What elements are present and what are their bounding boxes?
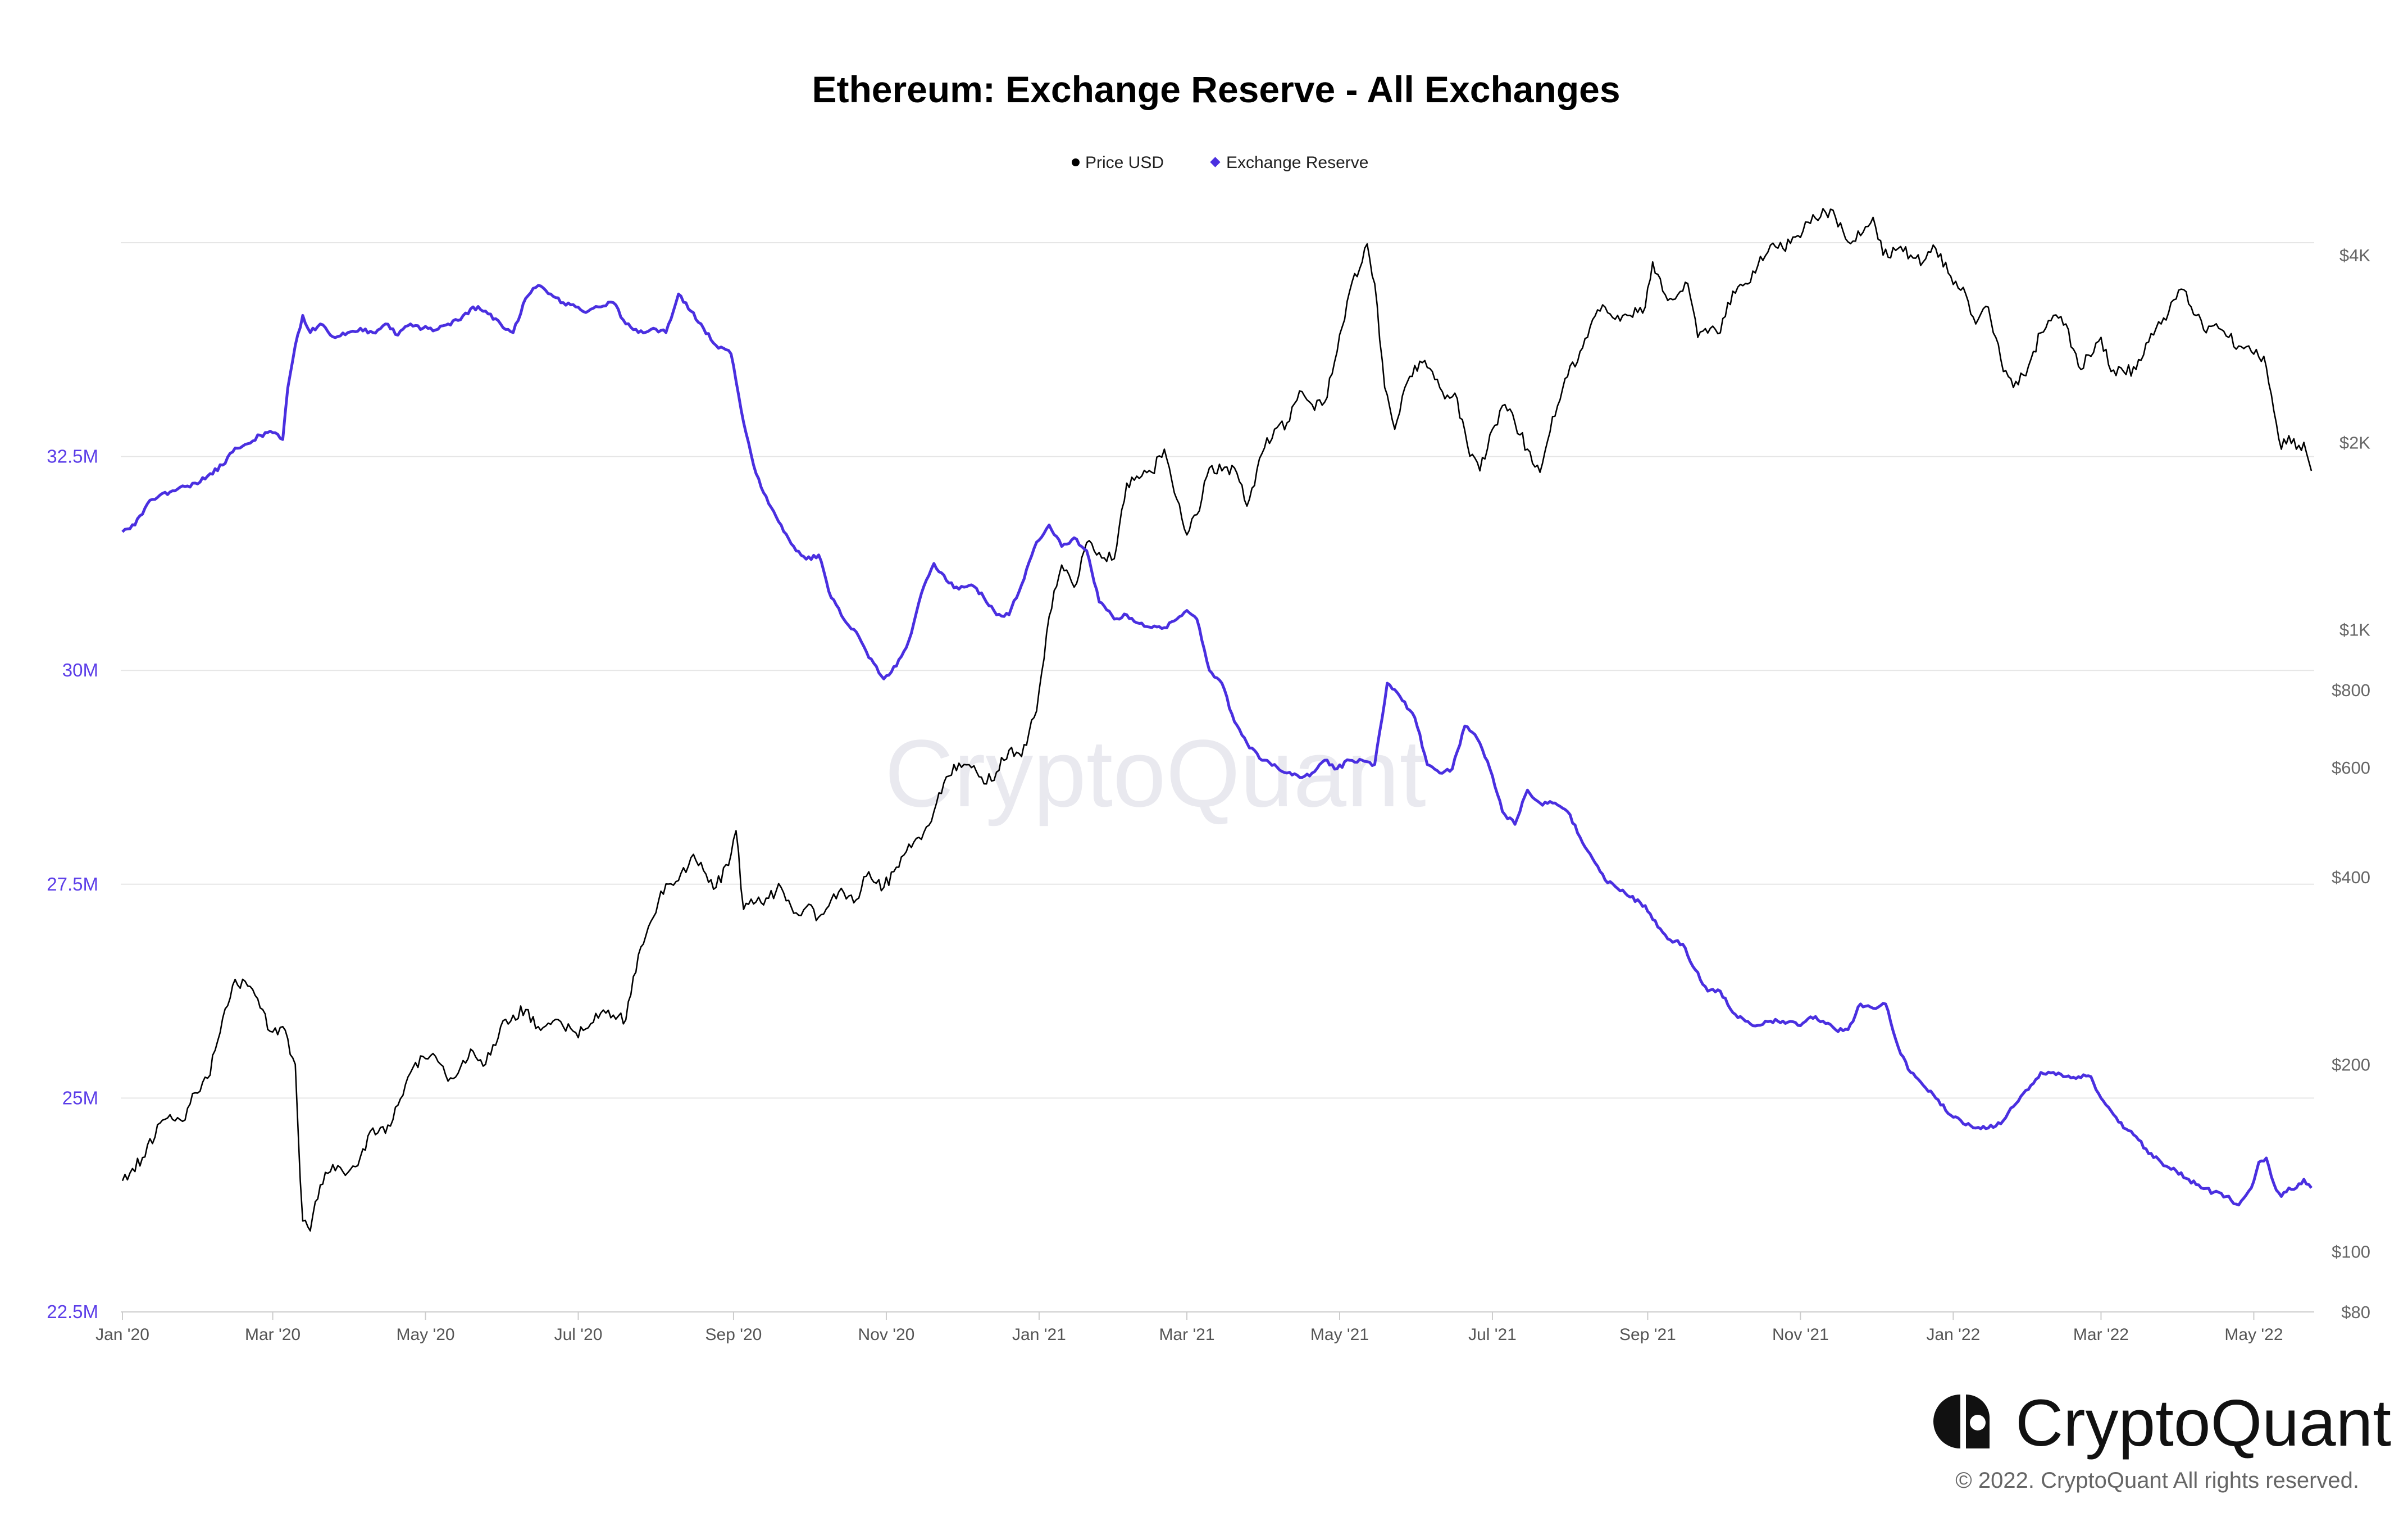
x-tick-label: Jan '20 xyxy=(95,1325,149,1344)
x-tick-label: Sep '21 xyxy=(1619,1325,1676,1344)
left-tick-label: 30M xyxy=(62,660,98,680)
x-tick-label: Nov '21 xyxy=(1772,1325,1829,1344)
copyright: © 2022. CryptoQuant All rights reserved. xyxy=(1955,1468,2359,1493)
legend-marker-price xyxy=(1072,158,1080,166)
brand-logo: CryptoQuant xyxy=(1933,1386,2391,1460)
right-tick-label: $80 xyxy=(2341,1302,2370,1322)
right-axis-ticks: $80 $100 $200 $400 $600 $800 $1K $2K $4K xyxy=(2332,246,2370,1322)
right-tick-label: $400 xyxy=(2332,867,2370,887)
grid-lines xyxy=(121,242,2314,1099)
x-tick-label: Jan '22 xyxy=(1926,1325,1980,1344)
left-tick-label: 27.5M xyxy=(47,874,98,894)
right-tick-label: $4K xyxy=(2339,246,2370,265)
legend-label-reserve: Exchange Reserve xyxy=(1226,153,1368,172)
right-tick-label: $100 xyxy=(2332,1242,2370,1262)
left-tick-label: 32.5M xyxy=(47,446,98,467)
chart-title: Ethereum: Exchange Reserve - All Exchang… xyxy=(812,69,1620,110)
x-tick-label: Mar '22 xyxy=(2073,1325,2129,1344)
legend-label-price: Price USD xyxy=(1085,153,1164,172)
cryptoquant-logo-icon xyxy=(1933,1395,1990,1448)
right-tick-label: $200 xyxy=(2332,1055,2370,1074)
right-tick-label: $1K xyxy=(2339,620,2370,640)
right-tick-label: $2K xyxy=(2339,433,2370,452)
legend-marker-reserve xyxy=(1210,157,1221,167)
x-tick-label: May '22 xyxy=(2224,1325,2283,1344)
left-axis-ticks: 22.5M 25M 27.5M 30M 32.5M xyxy=(47,446,98,1322)
x-tick-label: Jul '20 xyxy=(554,1325,603,1344)
left-tick-label: 22.5M xyxy=(47,1301,98,1322)
x-tick-label: Jul '21 xyxy=(1468,1325,1517,1344)
left-tick-label: 25M xyxy=(62,1087,98,1108)
x-tick-label: Nov '20 xyxy=(858,1325,915,1344)
exchange-reserve-line xyxy=(121,284,2313,1207)
x-tick-label: Mar '21 xyxy=(1159,1325,1214,1344)
legend-item-reserve[interactable]: Exchange Reserve xyxy=(1210,153,1368,172)
legend: Price USD Exchange Reserve xyxy=(1072,153,1368,172)
x-tick-label: May '21 xyxy=(1310,1325,1369,1344)
x-axis-ticks: Jan '20 Mar '20 May '20 Jul '20 Sep '20 Nov '… xyxy=(95,1312,2283,1344)
right-tick-label: $800 xyxy=(2332,680,2370,700)
x-tick-label: Jan '21 xyxy=(1012,1325,1066,1344)
watermark: CryptoQuant xyxy=(885,720,1426,827)
price-usd-line xyxy=(121,208,2313,1232)
x-tick-label: May '20 xyxy=(396,1325,454,1344)
x-tick-label: Mar '20 xyxy=(245,1325,301,1344)
x-tick-label: Sep '20 xyxy=(705,1325,762,1344)
right-tick-label: $600 xyxy=(2332,758,2370,778)
brand-name: CryptoQuant xyxy=(2015,1386,2391,1460)
legend-item-price[interactable]: Price USD xyxy=(1072,153,1164,172)
